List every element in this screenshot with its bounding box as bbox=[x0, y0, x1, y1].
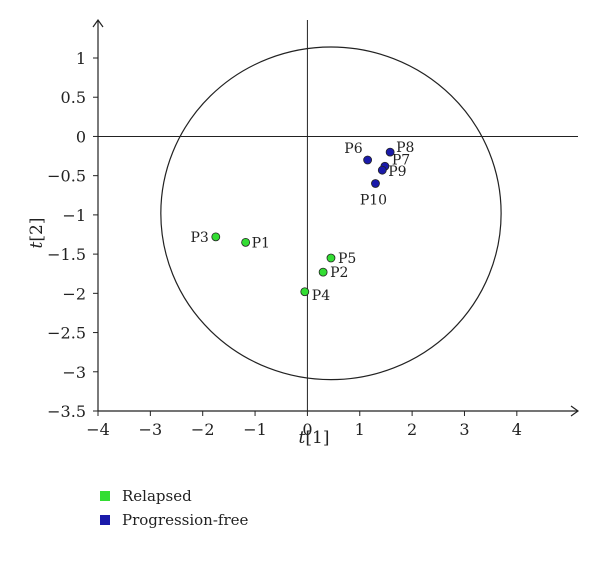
y-axis-title: t[2] bbox=[27, 218, 47, 249]
y-tick-label: −2.5 bbox=[47, 324, 86, 343]
y-tick-label: −0.5 bbox=[47, 167, 86, 186]
point-label-p5: P5 bbox=[338, 251, 356, 267]
point-p4 bbox=[300, 287, 310, 297]
point-label-p9: P9 bbox=[388, 164, 406, 180]
x-axis-title: t[1] bbox=[299, 428, 330, 448]
point-label-p2: P2 bbox=[330, 265, 348, 281]
point-label-p6: P6 bbox=[344, 141, 362, 157]
legend-swatch-progression-free bbox=[100, 515, 110, 525]
point-p9 bbox=[377, 165, 387, 175]
legend-swatch-relapsed bbox=[100, 491, 110, 501]
legend-item-progression-free: Progression-free bbox=[100, 508, 248, 532]
point-label-p4: P4 bbox=[312, 288, 330, 304]
confidence-ellipse-layer bbox=[160, 46, 502, 381]
y-tick-label: 0 bbox=[76, 127, 86, 146]
x-tick-label: 1 bbox=[355, 420, 365, 439]
x-axis-arrow bbox=[570, 405, 580, 417]
point-label-p3: P3 bbox=[190, 230, 208, 246]
x-tick-label: 0 bbox=[302, 420, 312, 439]
point-p1 bbox=[241, 237, 251, 247]
y-axis-arrow bbox=[92, 18, 104, 28]
tick-labels: −4 −3 −2 −1 0 1 2 3 4 −3.5 −3 −2.5 −2 −1.5 −1 −0.5 0 0.5 1 bbox=[47, 49, 522, 439]
x-tick-label: −2 bbox=[191, 420, 215, 439]
x-tick-label: −3 bbox=[139, 420, 163, 439]
y-tick-label: −2 bbox=[62, 284, 86, 303]
legend: Relapsed Progression-free bbox=[100, 484, 248, 532]
axes bbox=[92, 18, 580, 417]
point-label-p1: P1 bbox=[252, 235, 270, 251]
y-tick-label: −3 bbox=[62, 363, 86, 382]
point-label-p10: P10 bbox=[360, 193, 387, 209]
point-label-p7: P7 bbox=[392, 152, 410, 168]
point-p5 bbox=[326, 253, 336, 263]
point-p6 bbox=[363, 155, 373, 165]
legend-item-relapsed: Relapsed bbox=[100, 484, 248, 508]
point-p8 bbox=[385, 147, 395, 157]
y-axis-title-var: t bbox=[27, 241, 47, 248]
point-p2 bbox=[318, 267, 328, 277]
point-p10 bbox=[371, 179, 380, 188]
point-label-p8: P8 bbox=[396, 140, 414, 156]
x-axis-title-index: [1] bbox=[305, 428, 329, 448]
legend-label-progression-free: Progression-free bbox=[122, 511, 249, 529]
y-tick-label: 1 bbox=[76, 49, 86, 68]
y-axis-title-index: [2] bbox=[27, 218, 47, 242]
x-tick-label: −4 bbox=[86, 420, 110, 439]
y-tick-label: 0.5 bbox=[61, 88, 86, 107]
x-axis-title-var: t bbox=[299, 428, 306, 448]
scatter-plot: −4 −3 −2 −1 0 1 2 3 4 −3.5 −3 −2.5 −2 −1.5 −1 −0.5 0 0.5 1… bbox=[27, 18, 580, 448]
y-tick-label: −1 bbox=[62, 206, 86, 225]
y-tick-label: −3.5 bbox=[47, 402, 86, 421]
hotelling-ellipse bbox=[160, 46, 502, 381]
x-tick-label: 4 bbox=[512, 420, 522, 439]
point-p3 bbox=[211, 232, 221, 242]
x-tick-label: 2 bbox=[407, 420, 417, 439]
x-tick-label: 3 bbox=[459, 420, 469, 439]
y-tick-label: −1.5 bbox=[47, 245, 86, 264]
legend-label-relapsed: Relapsed bbox=[122, 487, 192, 505]
x-tick-label: −1 bbox=[243, 420, 267, 439]
